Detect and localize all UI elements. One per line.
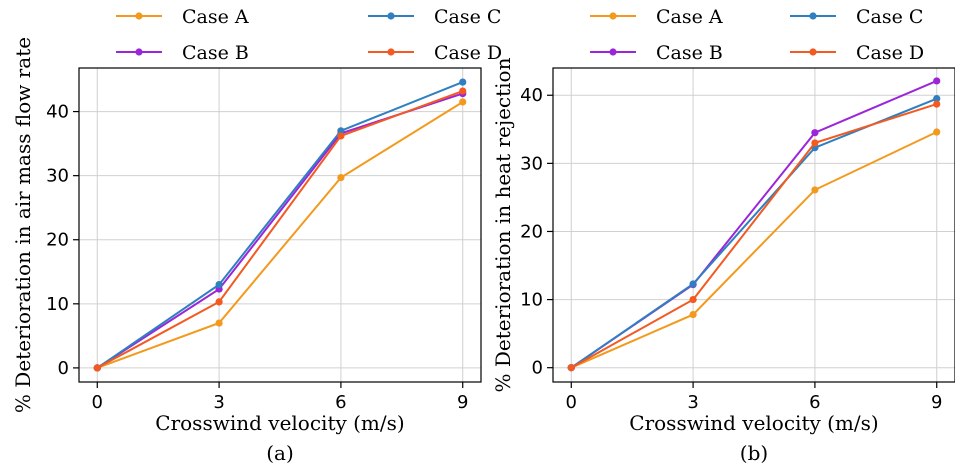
- legend-marker: [135, 12, 143, 20]
- legend-marker: [387, 12, 395, 20]
- legend-item: Case B: [590, 42, 723, 64]
- legend: Case A Case C Case B Case D: [116, 6, 502, 64]
- y-tick-label: 20: [520, 221, 543, 242]
- data-point: [933, 100, 941, 108]
- data-point: [689, 310, 697, 319]
- legend-marker: [809, 48, 817, 56]
- data-point: [459, 78, 467, 86]
- legend-item: Case A: [590, 6, 723, 28]
- legend-marker: [809, 12, 817, 20]
- series-line-case-a: [96, 101, 464, 369]
- panel-label: (a): [266, 441, 294, 465]
- data-point: [811, 186, 819, 194]
- y-tick-label: 30: [520, 153, 543, 174]
- x-axis-label: Crosswind velocity (m/s): [155, 411, 404, 435]
- legend-label: Case C: [434, 6, 501, 28]
- data-point: [933, 128, 941, 136]
- data-point: [567, 364, 575, 372]
- legend-marker: [135, 48, 143, 56]
- data-point: [459, 98, 467, 106]
- y-axis-label: % Deterioration in air mass flow rate: [11, 37, 35, 413]
- x-tick-label: 9: [457, 392, 468, 413]
- legend-marker: [609, 48, 617, 56]
- legend-label: Case D: [856, 42, 924, 64]
- data-point: [215, 319, 223, 327]
- y-axis-label: % Deterioration in heat rejection: [491, 57, 515, 392]
- legend-marker: [609, 12, 617, 20]
- legend-item: Case D: [368, 42, 502, 64]
- panel-label: (b): [740, 441, 768, 465]
- legend-item: Case B: [116, 42, 249, 64]
- x-tick-label: 0: [566, 392, 577, 413]
- data-point: [689, 295, 697, 304]
- data-point: [811, 139, 819, 147]
- data-point: [337, 173, 345, 182]
- y-tick-label: 20: [46, 230, 69, 251]
- plot-frame: [552, 67, 955, 383]
- legend-marker: [387, 48, 395, 56]
- data-point: [933, 95, 941, 103]
- x-tick-label: 9: [931, 392, 942, 413]
- data-point: [933, 77, 941, 85]
- y-tick-label: 10: [520, 290, 543, 311]
- x-tick-label: 6: [809, 392, 820, 413]
- series-line-case-c: [96, 81, 464, 369]
- y-tick-label: 10: [46, 294, 69, 315]
- data-point: [215, 298, 223, 306]
- x-tick-label: 3: [213, 392, 224, 413]
- y-tick-label: 40: [46, 102, 69, 123]
- x-tick-label: 6: [335, 392, 346, 413]
- legend-label: Case B: [656, 42, 723, 64]
- plot-frame: [78, 67, 482, 383]
- series-line-case-b: [570, 79, 938, 369]
- data-point: [93, 364, 101, 372]
- legend: Case A Case C Case B Case D: [590, 6, 924, 64]
- y-tick-label: 0: [58, 358, 69, 379]
- data-point: [459, 87, 467, 95]
- legend-label: Case A: [182, 6, 249, 28]
- x-tick-label: 3: [687, 392, 698, 413]
- data-point: [337, 127, 345, 135]
- series-line-case-c: [570, 97, 938, 369]
- chart-panel-0: 0 3 6 9 0 10 20 30 40 Crosswind velocity (m/s) % D…: [11, 6, 502, 465]
- series-line-case-d: [570, 103, 938, 369]
- data-point: [689, 280, 697, 288]
- legend-item: Case A: [116, 6, 249, 28]
- y-tick-label: 30: [46, 166, 69, 187]
- series-line-case-b: [96, 92, 464, 369]
- legend-label: Case C: [856, 6, 923, 28]
- data-point: [337, 132, 345, 140]
- data-point: [811, 129, 819, 137]
- y-tick-label: 40: [520, 85, 543, 106]
- x-axis-label: Crosswind velocity (m/s): [629, 411, 878, 435]
- legend-label: Case A: [656, 6, 723, 28]
- legend-label: Case B: [182, 42, 249, 64]
- legend-item: Case D: [790, 42, 924, 64]
- legend-item: Case C: [790, 6, 923, 28]
- chart-panel-1: 0 3 6 9 0 10 20 30 40 Crosswind velocity (m/s) % D…: [491, 6, 955, 465]
- legend-item: Case C: [368, 6, 501, 28]
- data-point: [215, 280, 223, 289]
- legend-label: Case D: [434, 42, 502, 64]
- series-line-case-d: [96, 90, 464, 369]
- x-tick-label: 0: [92, 392, 103, 413]
- y-tick-label: 0: [532, 358, 543, 379]
- series-line-case-a: [570, 131, 938, 369]
